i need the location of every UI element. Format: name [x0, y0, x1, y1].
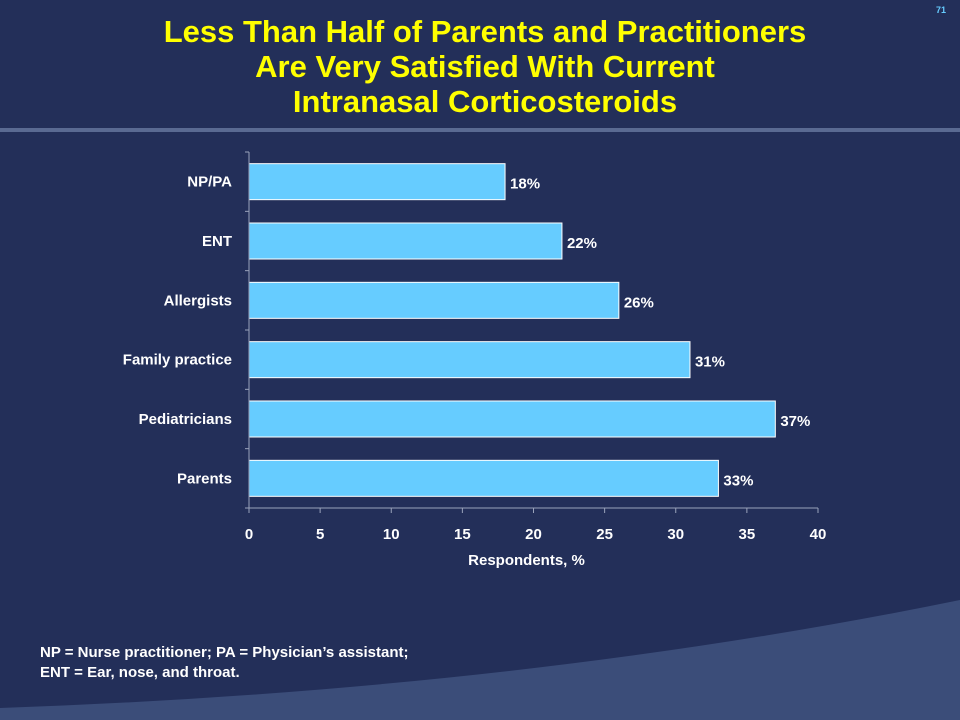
category-label: ENT: [202, 233, 232, 250]
data-label: 33%: [723, 472, 753, 489]
bar: [248, 400, 776, 438]
category-label: Pediatricians: [139, 411, 232, 428]
bar: [248, 459, 719, 497]
title-divider-line: [0, 128, 960, 132]
x-tick-label: 10: [383, 526, 400, 543]
x-tick-label: 30: [667, 526, 684, 543]
x-axis-title: Respondents, %: [468, 552, 585, 569]
x-tick-label: 5: [316, 526, 324, 543]
x-tick-label: 25: [596, 526, 613, 543]
category-label: Parents: [177, 470, 232, 487]
bar: [248, 341, 691, 379]
x-tick-label: 40: [810, 526, 827, 543]
bar: [248, 222, 563, 260]
data-label: 26%: [624, 294, 654, 311]
footnote-line-1: NP = Nurse practitioner; PA = Physician’…: [40, 644, 409, 661]
slide-title-line-1: Less Than Half of Parents and Practition…: [163, 14, 807, 49]
data-label: 37%: [780, 413, 810, 430]
category-label: Family practice: [123, 352, 232, 369]
slide-title: Less Than Half of Parents and Practition…: [0, 14, 960, 119]
x-tick-label: 20: [525, 526, 542, 543]
slide-title-line-3: Intranasal Corticosteroids: [292, 84, 678, 119]
data-label: 22%: [567, 235, 597, 252]
category-label: NP/PA: [187, 174, 232, 191]
bottom-accent-band: [0, 600, 960, 720]
bar: [248, 163, 506, 201]
x-tick-label: 35: [739, 526, 756, 543]
x-tick-label: 0: [245, 526, 253, 543]
slide-number: 71: [935, 5, 946, 15]
data-label: 18%: [510, 176, 540, 193]
footnote: NP = Nurse practitioner; PA = Physician’…: [40, 643, 408, 683]
bar: [248, 281, 620, 319]
data-label: 31%: [695, 354, 725, 371]
footnote-line-2: ENT = Ear, nose, and throat.: [40, 664, 240, 681]
slide-title-line-2: Are Very Satisfied With Current: [255, 49, 715, 84]
x-tick-label: 15: [454, 526, 471, 543]
category-label: Allergists: [164, 292, 232, 309]
